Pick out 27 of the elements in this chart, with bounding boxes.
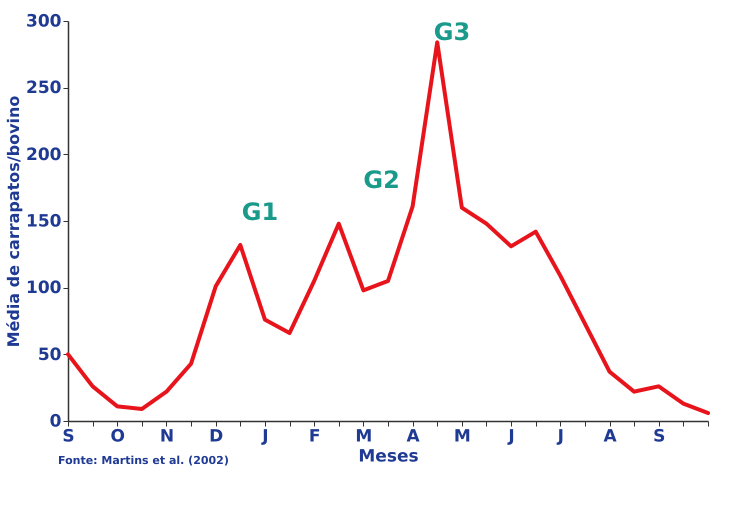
y-axis-title: Média de carrapatos/bovino	[4, 96, 24, 348]
x-tick-label: A	[406, 426, 421, 446]
source-note: Fonte: Martins et al. (2002)	[58, 454, 229, 467]
x-tick-label: M	[355, 426, 372, 446]
x-tick-label: N	[160, 426, 174, 446]
annotation: G2	[363, 166, 400, 194]
y-tick-label: 100	[26, 278, 62, 298]
annotation: G1	[242, 198, 278, 226]
x-tick-label: J	[556, 426, 564, 446]
y-tick-label: 50	[38, 344, 62, 365]
x-tick-label: J	[261, 426, 269, 446]
x-tick-label: M	[454, 426, 471, 446]
x-tick-label: S	[653, 426, 666, 446]
x-tick-label: D	[209, 426, 224, 446]
y-tick-label: 0	[50, 412, 62, 432]
x-tick-label: O	[110, 426, 125, 446]
y-tick-label: 250	[26, 78, 62, 98]
annotation: G3	[434, 18, 470, 46]
x-tick-label: F	[308, 426, 320, 446]
x-tick-label: J	[507, 426, 515, 446]
x-axis-title: Meses	[358, 446, 419, 466]
line-series	[66, 40, 710, 415]
x-tick-label: S	[62, 426, 75, 446]
x-tick-label: A	[603, 426, 618, 446]
y-tick-label: 200	[26, 144, 62, 165]
y-tick-label: 300	[26, 12, 62, 32]
y-tick-label: 150	[26, 212, 62, 232]
